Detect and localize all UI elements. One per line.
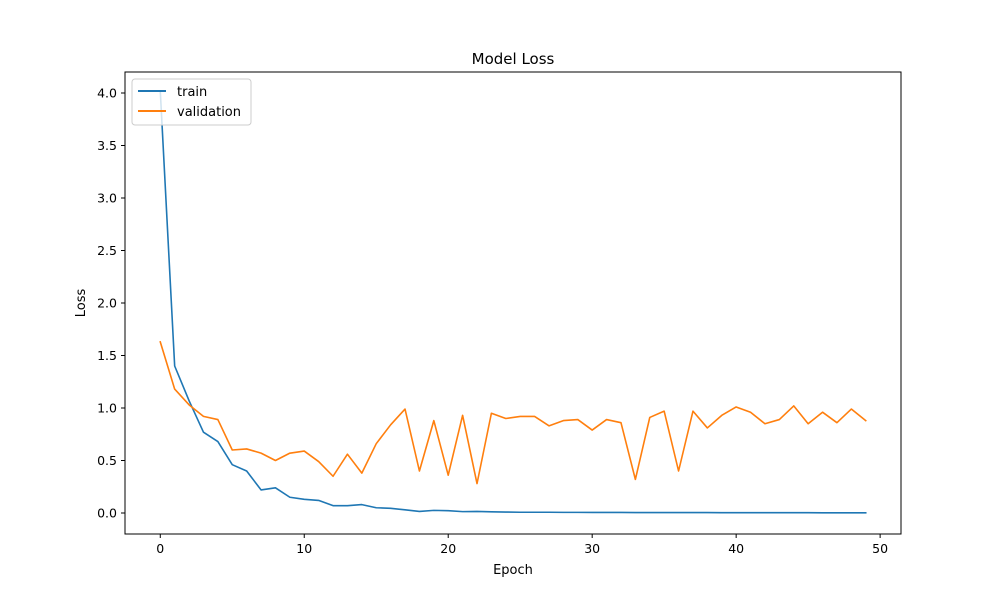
legend: train validation [131, 78, 252, 126]
x-tick-label: 0 [156, 541, 164, 556]
y-tick-label: 1.0 [97, 401, 117, 416]
x-axis: 0 10 20 30 40 50 [156, 534, 888, 556]
series-line-validation [159, 340, 867, 485]
y-tick-label: 4.0 [97, 86, 117, 101]
legend-label-validation: validation [177, 105, 241, 120]
y-tick-label: 0.5 [97, 453, 117, 468]
y-tick-label: 3.0 [97, 191, 117, 206]
x-tick-label: 30 [584, 541, 600, 556]
plot-area [124, 71, 902, 535]
y-tick-label: 2.5 [97, 243, 117, 258]
chart-title: Model Loss [472, 50, 555, 68]
y-axis-label: Loss [74, 289, 89, 318]
x-tick-label: 20 [440, 541, 456, 556]
y-tick-label: 2.0 [97, 296, 117, 311]
x-tick-label: 10 [296, 541, 312, 556]
y-axis: 0.0 0.5 1.0 1.5 2.0 2.5 3.0 3.5 4.0 [97, 86, 125, 521]
y-tick-label: 3.5 [97, 138, 117, 153]
legend-label-train: train [177, 85, 207, 100]
y-tick-label: 0.0 [97, 506, 117, 521]
x-axis-label: Epoch [493, 563, 533, 578]
series-layer [159, 90, 867, 514]
x-tick-label: 50 [872, 541, 888, 556]
y-tick-label: 1.5 [97, 348, 117, 363]
plot-frame [124, 71, 902, 535]
x-tick-label: 40 [728, 541, 744, 556]
series-line-train [159, 90, 867, 514]
